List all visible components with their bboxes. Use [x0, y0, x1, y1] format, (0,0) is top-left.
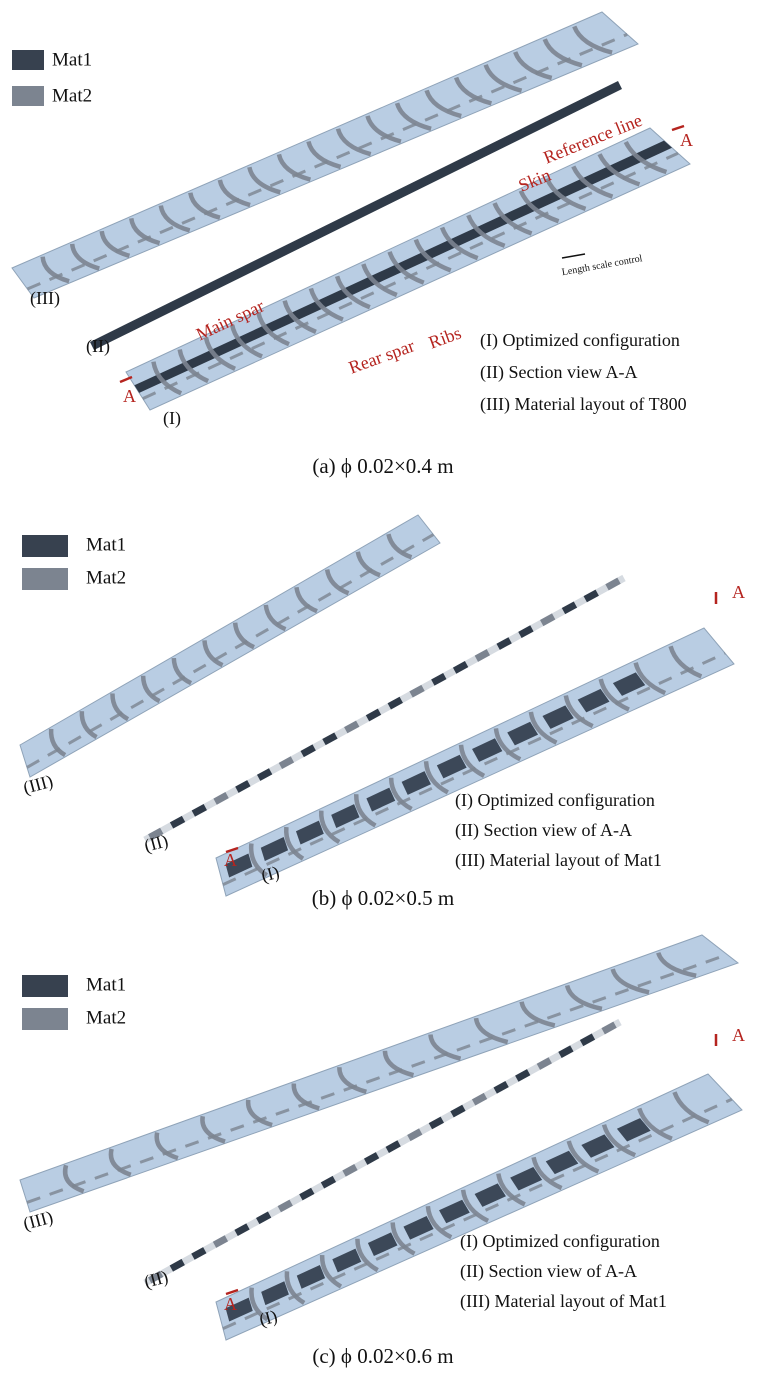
caption: (a) ϕ 0.02×0.4 m	[312, 454, 453, 478]
note: (II) Section view A-A	[480, 362, 637, 383]
annotation: A	[680, 130, 693, 150]
section-segment	[433, 676, 445, 683]
annotation: A	[732, 1025, 745, 1045]
legend-label: Mat1	[86, 534, 126, 555]
section-segment	[258, 1215, 270, 1222]
annotation: A	[732, 582, 745, 602]
section-segment	[538, 1060, 550, 1067]
section-segment	[582, 1037, 594, 1044]
section-segment	[585, 593, 597, 600]
section-segment	[193, 1250, 205, 1257]
annotation: Rear spar	[346, 335, 417, 377]
note: (III) Material layout of Mat1	[460, 1291, 667, 1312]
rear-spar	[27, 34, 627, 289]
part-label: (III)	[21, 771, 55, 799]
wing-skin	[20, 515, 440, 777]
annotation: A	[224, 1294, 237, 1314]
section-segment	[346, 724, 358, 731]
part-label: (I)	[163, 408, 181, 429]
part-label: (II)	[142, 830, 171, 856]
section-segment	[563, 605, 575, 612]
caption: (b) ϕ 0.02×0.5 m	[312, 886, 454, 910]
section-segment	[542, 616, 554, 623]
section-segment	[302, 747, 314, 754]
annotation: Length scale control	[561, 253, 644, 278]
section-segment	[236, 1226, 248, 1233]
part-label: (III)	[30, 288, 60, 309]
wing-skin	[20, 935, 738, 1212]
section-segment	[172, 819, 184, 826]
section-segment	[409, 1132, 421, 1139]
annotation: A	[224, 850, 237, 870]
section-segment	[368, 712, 380, 719]
note: (III) Material layout of Mat1	[455, 850, 662, 871]
section-segment	[215, 1238, 227, 1245]
figure: Mat1 Mat2 Skin Reference line A A Length…	[0, 0, 765, 1390]
part-label: (III)	[21, 1207, 55, 1235]
section-segment	[259, 771, 271, 778]
annotation: A	[123, 386, 136, 406]
legend-swatch	[12, 50, 44, 70]
section-segment	[517, 1072, 529, 1079]
section-segment	[237, 783, 249, 790]
section-segment	[495, 1084, 507, 1091]
note: (I) Optimized configuration	[460, 1231, 660, 1252]
legend-swatch	[22, 568, 68, 590]
section-segment	[411, 688, 423, 695]
section-segment	[603, 1025, 615, 1032]
section-segment	[455, 664, 467, 671]
legend-swatch	[12, 86, 44, 106]
section-segment	[560, 1048, 572, 1055]
section-segment	[607, 581, 619, 588]
legend-swatch	[22, 535, 68, 557]
section-segment	[387, 1143, 399, 1150]
section-segment	[279, 1203, 291, 1210]
legend-label: Mat1	[86, 974, 126, 995]
section-segment	[215, 795, 227, 802]
section-segment	[280, 759, 292, 766]
legend-label: Mat2	[86, 567, 126, 588]
note: (I) Optimized configuration	[480, 330, 680, 351]
annotation: Ribs	[426, 323, 464, 353]
section-segment	[520, 628, 532, 635]
caption: (c) ϕ 0.02×0.6 m	[312, 1344, 453, 1368]
section-segment	[474, 1096, 486, 1103]
section-segment	[193, 807, 205, 814]
note: (II) Section view of A-A	[455, 820, 632, 841]
note: (II) Section view of A-A	[460, 1261, 637, 1282]
section-segment	[366, 1155, 378, 1162]
part-label: (II)	[86, 336, 110, 357]
legend-label: Mat1	[52, 49, 92, 70]
section-segment	[498, 640, 510, 647]
legend-label: Mat2	[86, 1007, 126, 1028]
section-segment	[322, 1179, 334, 1186]
note: (III) Material layout of T800	[480, 394, 687, 415]
legend-swatch	[22, 975, 68, 997]
section-segment	[389, 700, 401, 707]
section-segment	[476, 652, 488, 659]
section-segment	[301, 1191, 313, 1198]
note: (I) Optimized configuration	[455, 790, 655, 811]
section-segment	[171, 1262, 183, 1269]
section-segment	[452, 1108, 464, 1115]
legend-swatch	[22, 1008, 68, 1030]
legend-label: Mat2	[52, 85, 92, 106]
wing-drawings	[12, 12, 742, 1340]
section-segment	[324, 736, 336, 743]
section-segment	[344, 1167, 356, 1174]
scale-bar	[562, 254, 585, 258]
section-segment	[430, 1120, 442, 1127]
